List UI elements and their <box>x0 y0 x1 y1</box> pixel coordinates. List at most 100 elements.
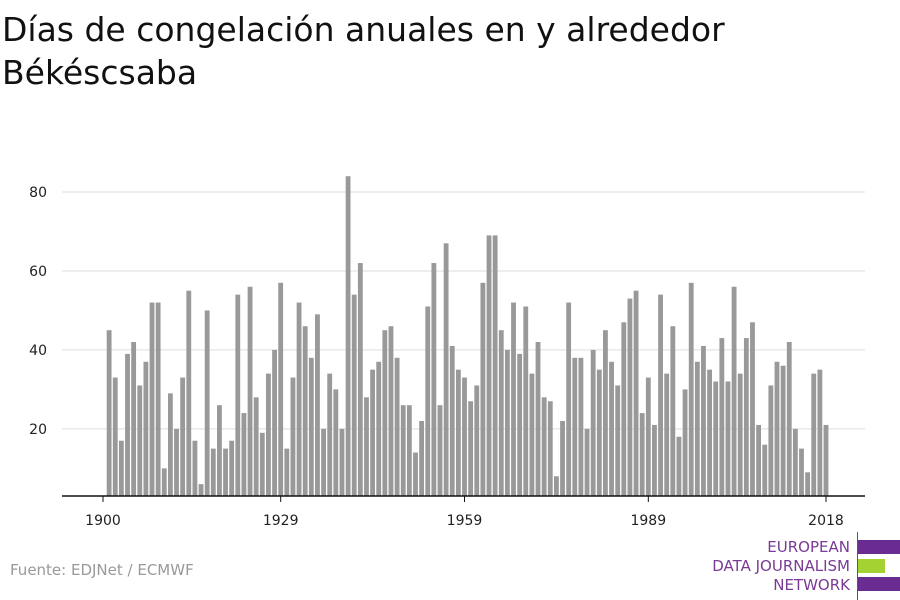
bar-2004 <box>737 373 743 496</box>
bar-1908 <box>149 302 155 496</box>
x-tick-label: 1989 <box>630 513 666 529</box>
bar-1976 <box>566 302 572 496</box>
bar-1954 <box>431 263 437 496</box>
logo-line-2: DATA JOURNALISM <box>712 557 850 575</box>
logo-bar-purple-bottom <box>858 577 900 591</box>
bar-1914 <box>186 290 192 496</box>
bar-1949 <box>400 405 406 496</box>
bar-1904 <box>125 353 130 496</box>
bar-2017 <box>817 369 823 496</box>
logo-bar-green <box>858 559 885 573</box>
x-tick-label: 1959 <box>447 513 483 529</box>
bar-1957 <box>449 345 455 496</box>
bar-1996 <box>688 282 694 496</box>
bar-1975 <box>560 420 565 496</box>
bar-2015 <box>805 472 811 496</box>
bar-1969 <box>523 306 529 496</box>
bar-1925 <box>253 397 259 496</box>
bar-1993 <box>670 326 676 496</box>
bar-1984 <box>615 385 621 496</box>
bar-1916 <box>198 484 204 496</box>
bar-1929 <box>278 282 284 496</box>
bar-1951 <box>413 452 418 496</box>
bar-1912 <box>174 428 179 496</box>
bar-1922 <box>235 294 241 496</box>
bar-2008 <box>762 444 768 496</box>
bar-1902 <box>112 377 118 496</box>
x-tick-label: 1929 <box>263 513 299 529</box>
bar-1958 <box>455 369 461 496</box>
bar-1940 <box>345 176 351 496</box>
bar-1909 <box>155 302 161 496</box>
bar-1995 <box>682 389 688 496</box>
bar-1923 <box>241 413 247 496</box>
logo-line-1: EUROPEAN <box>767 538 850 556</box>
bar-1991 <box>658 294 663 496</box>
source-note: Fuente: EDJNet / ECMWF <box>10 561 194 579</box>
bar-1937 <box>327 373 333 496</box>
bar-1936 <box>321 428 326 496</box>
bar-1962 <box>480 282 486 496</box>
bar-2000 <box>713 381 719 496</box>
logo-bar-purple-top <box>858 540 900 554</box>
bar-1985 <box>621 322 627 496</box>
bar-2018 <box>823 424 829 496</box>
bar-1967 <box>511 302 516 496</box>
bar-1959 <box>462 377 467 496</box>
bar-2014 <box>799 448 804 496</box>
bar-1932 <box>296 302 302 496</box>
bar-2013 <box>792 428 798 496</box>
bar-1971 <box>535 342 541 496</box>
bar-1989 <box>645 377 651 496</box>
bar-1986 <box>627 298 633 496</box>
logo-line-3: NETWORK <box>773 576 850 594</box>
bar-2010 <box>774 361 780 496</box>
bar-1974 <box>553 476 559 496</box>
bar-1944 <box>370 369 376 496</box>
bar-1934 <box>308 357 314 496</box>
bar-2006 <box>750 322 755 496</box>
bar-1946 <box>382 330 388 496</box>
bar-1924 <box>247 286 253 496</box>
bar-2012 <box>786 342 792 496</box>
bar-1943 <box>364 397 369 496</box>
bar-1950 <box>406 405 412 496</box>
bar-1911 <box>167 393 173 496</box>
bar-1926 <box>259 432 265 496</box>
bar-1999 <box>707 369 712 496</box>
x-tick-labels: 1900 1929 1959 1989 2018 <box>85 496 844 529</box>
bar-1906 <box>137 385 143 496</box>
logo-divider <box>857 532 858 600</box>
bar-1983 <box>609 361 614 496</box>
bar-2005 <box>743 338 749 496</box>
bar-1903 <box>118 440 124 496</box>
bar-1905 <box>131 342 137 496</box>
bar-1963 <box>486 235 492 496</box>
bar-1961 <box>474 385 480 496</box>
bar-2002 <box>725 381 731 496</box>
bar-1952 <box>419 420 425 496</box>
bar-2009 <box>768 385 774 496</box>
x-tick-label: 1900 <box>85 513 121 529</box>
bar-1990 <box>652 424 657 496</box>
bar-1939 <box>339 428 345 496</box>
bar-2016 <box>811 373 817 496</box>
bar-1917 <box>204 310 210 496</box>
bar-1928 <box>272 349 277 496</box>
y-tick-labels: 20 40 60 80 <box>29 185 47 438</box>
bar-1907 <box>143 361 149 496</box>
x-tick-label: 2018 <box>808 513 844 529</box>
y-tick-label: 80 <box>29 185 47 201</box>
y-tick-label: 60 <box>29 264 47 280</box>
bar-1901 <box>106 330 112 496</box>
bar-1979 <box>584 428 590 496</box>
bar-1927 <box>266 373 271 496</box>
bar-2011 <box>780 365 786 496</box>
bars <box>106 176 829 496</box>
bar-1994 <box>676 436 682 496</box>
bar-1998 <box>701 345 706 496</box>
bar-2003 <box>731 286 737 496</box>
bar-1955 <box>437 405 443 496</box>
bar-1978 <box>578 357 584 496</box>
